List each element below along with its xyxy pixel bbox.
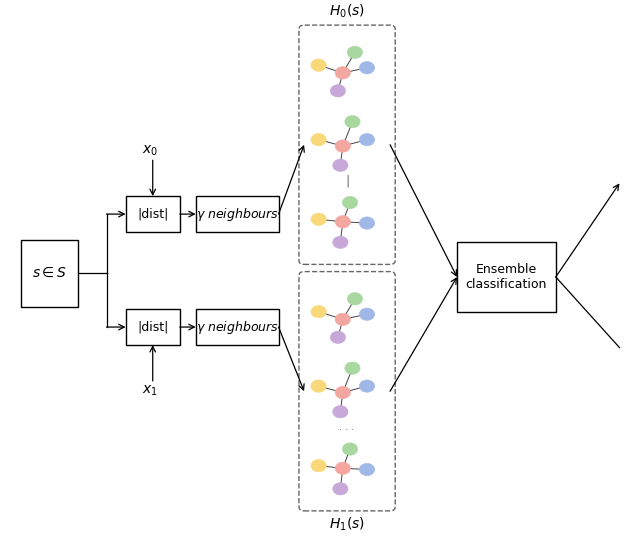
FancyBboxPatch shape (196, 309, 278, 345)
Circle shape (333, 236, 348, 249)
Circle shape (311, 59, 326, 71)
FancyBboxPatch shape (125, 309, 180, 345)
Text: $x_1$: $x_1$ (141, 383, 157, 398)
FancyBboxPatch shape (299, 272, 395, 511)
Circle shape (348, 46, 362, 59)
Text: $\gamma$ neighbours: $\gamma$ neighbours (196, 318, 279, 336)
Circle shape (342, 197, 358, 209)
Circle shape (345, 362, 360, 374)
Circle shape (359, 380, 374, 392)
Circle shape (335, 386, 351, 398)
Circle shape (333, 159, 348, 171)
FancyBboxPatch shape (125, 196, 180, 232)
Circle shape (335, 140, 351, 152)
Circle shape (345, 115, 360, 128)
Text: |: | (345, 174, 349, 187)
Circle shape (359, 217, 374, 229)
Circle shape (311, 306, 326, 318)
Text: . . .: . . . (339, 422, 355, 432)
Text: |dist|: |dist| (137, 321, 168, 333)
Circle shape (333, 483, 348, 495)
Circle shape (348, 293, 362, 305)
FancyBboxPatch shape (196, 196, 278, 232)
FancyBboxPatch shape (299, 25, 395, 264)
Circle shape (330, 331, 346, 344)
FancyBboxPatch shape (20, 240, 78, 307)
Text: |dist|: |dist| (137, 208, 168, 221)
Text: $H_1(s)$: $H_1(s)$ (329, 516, 365, 533)
Text: $s \in S$: $s \in S$ (31, 266, 67, 280)
Circle shape (359, 62, 374, 74)
Circle shape (335, 313, 351, 325)
Text: Ensemble
classification: Ensemble classification (466, 263, 547, 291)
Circle shape (359, 134, 374, 146)
Text: $H_0(s)$: $H_0(s)$ (329, 3, 365, 20)
Circle shape (330, 85, 346, 97)
Circle shape (335, 216, 351, 228)
Circle shape (311, 134, 326, 146)
Circle shape (311, 213, 326, 226)
Circle shape (359, 308, 374, 321)
Circle shape (359, 463, 374, 476)
Circle shape (311, 460, 326, 472)
Text: $x_0$: $x_0$ (141, 143, 157, 157)
Circle shape (342, 443, 358, 455)
Circle shape (335, 462, 351, 474)
Text: $\gamma$ neighbours: $\gamma$ neighbours (196, 206, 279, 222)
Circle shape (335, 67, 351, 79)
Circle shape (311, 380, 326, 392)
Circle shape (333, 405, 348, 418)
FancyBboxPatch shape (457, 242, 556, 311)
